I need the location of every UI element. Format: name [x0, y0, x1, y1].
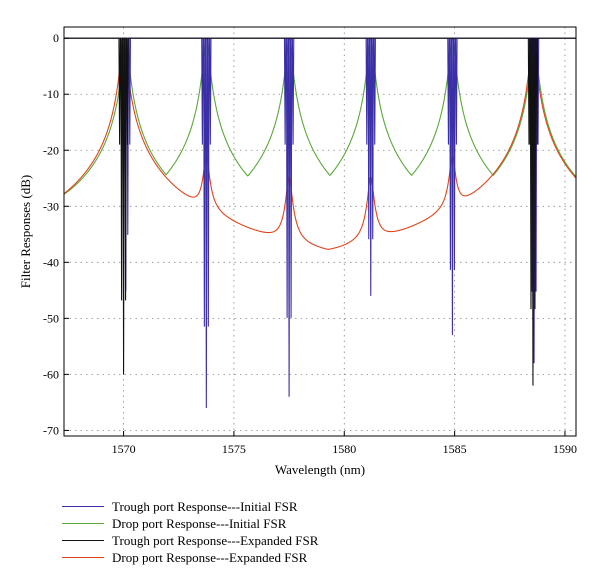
- y-tick-label: -70: [43, 423, 59, 437]
- y-tick-label: -40: [43, 255, 59, 269]
- y-tick-label: 0: [53, 31, 59, 45]
- chart-canvas: 1570 1575 1580 1585 1590 0 -10 -20 -30 -40 -50 -60…: [18, 26, 577, 477]
- x-tick-label: 1590: [553, 442, 577, 456]
- y-tick-label: -20: [43, 143, 59, 157]
- legend-label: Drop port Response---Expanded FSR: [112, 549, 308, 565]
- legend-swatch-drop-expanded: [62, 557, 104, 558]
- legend-item: Trough port Response---Expanded FSR: [62, 532, 318, 549]
- legend-swatch-trough-expanded: [62, 540, 104, 541]
- y-tick-label: -30: [43, 199, 59, 213]
- plot-frame: [63, 26, 577, 437]
- series-line-1: [64, 37, 576, 195]
- legend-swatch-trough-initial: [62, 506, 104, 507]
- y-axis-title: Filter Responses (dB): [18, 175, 33, 288]
- x-tick-label: 1585: [443, 442, 467, 456]
- legend-label: Trough port Response---Expanded FSR: [112, 532, 319, 548]
- series-line-0: [64, 37, 576, 408]
- y-axis-ticks: 0 -10 -20 -30 -40 -50 -60 -70: [43, 31, 69, 437]
- legend-item: Trough port Response---Initial FSR: [62, 498, 318, 515]
- y-tick-label: -50: [43, 311, 59, 325]
- legend: Trough port Response---Initial FSR Drop …: [62, 498, 318, 566]
- x-axis-title: Wavelength (nm): [275, 462, 365, 477]
- x-tick-label: 1580: [332, 442, 356, 456]
- legend-label: Drop port Response---Initial FSR: [112, 515, 287, 531]
- y-tick-label: -60: [43, 367, 59, 381]
- x-tick-label: 1575: [222, 442, 246, 456]
- legend-item: Drop port Response---Initial FSR: [62, 515, 318, 532]
- legend-label: Trough port Response---Initial FSR: [112, 498, 298, 514]
- legend-swatch-drop-initial: [62, 523, 104, 524]
- grid-lines: [64, 27, 576, 436]
- x-axis-ticks: 1570 1575 1580 1585 1590: [112, 431, 577, 456]
- series-line-3: [64, 37, 576, 250]
- legend-item: Drop port Response---Expanded FSR: [62, 549, 318, 566]
- y-tick-label: -10: [43, 87, 59, 101]
- series-line-2: [64, 37, 576, 386]
- x-tick-label: 1570: [112, 442, 136, 456]
- plot-series: [64, 37, 576, 408]
